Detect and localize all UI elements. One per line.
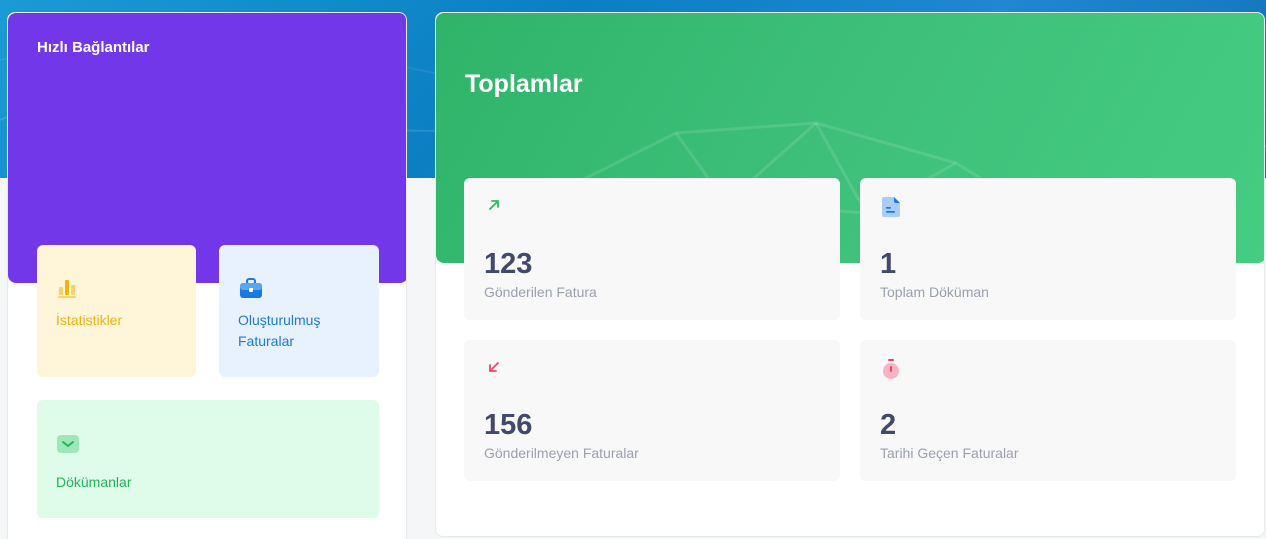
stat-caption: Gönderilen Fatura bbox=[484, 284, 597, 300]
quick-link-created-invoices[interactable]: Oluşturulmuş Faturalar bbox=[219, 245, 379, 377]
quick-links-title: Hızlı Bağlantılar bbox=[37, 39, 150, 56]
stat-total-documents: 1 Toplam Döküman bbox=[860, 178, 1236, 320]
quick-link-label: Oluşturulmuş Faturalar bbox=[238, 312, 321, 349]
quick-links-header bbox=[8, 13, 406, 283]
totals-title: Toplamlar bbox=[465, 70, 583, 98]
stat-value: 2 bbox=[880, 409, 897, 441]
quick-link-documents[interactable]: Dökümanlar bbox=[37, 400, 379, 518]
stat-unsent-invoices: 156 Gönderilmeyen Faturalar bbox=[464, 340, 840, 481]
arrow-up-right-icon bbox=[485, 196, 503, 219]
envelope-icon bbox=[56, 434, 80, 459]
stat-value: 156 bbox=[484, 409, 533, 441]
briefcase-icon bbox=[238, 277, 264, 304]
quick-link-label: Dökümanlar bbox=[56, 474, 132, 490]
bar-chart-icon bbox=[56, 277, 78, 304]
stat-value: 123 bbox=[484, 248, 533, 280]
stopwatch-icon bbox=[881, 358, 901, 385]
document-icon bbox=[881, 196, 901, 223]
stat-caption: Gönderilmeyen Faturalar bbox=[484, 445, 639, 461]
stat-sent-invoices: 123 Gönderilen Fatura bbox=[464, 178, 840, 320]
stat-caption: Tarihi Geçen Faturalar bbox=[880, 445, 1019, 461]
totals-card: Toplamlar 123 Gönderilen Fatura 1 Toplam… bbox=[435, 12, 1265, 537]
arrow-down-left-icon bbox=[485, 358, 503, 381]
quick-link-statistics[interactable]: İstatistikler bbox=[37, 245, 196, 377]
quick-links-card: Hızlı Bağlantılar İstatistikler Oluşturu… bbox=[7, 12, 407, 539]
stat-overdue-invoices: 2 Tarihi Geçen Faturalar bbox=[860, 340, 1236, 481]
stat-value: 1 bbox=[880, 248, 897, 280]
stat-caption: Toplam Döküman bbox=[880, 284, 989, 300]
quick-link-label: İstatistikler bbox=[56, 312, 123, 328]
